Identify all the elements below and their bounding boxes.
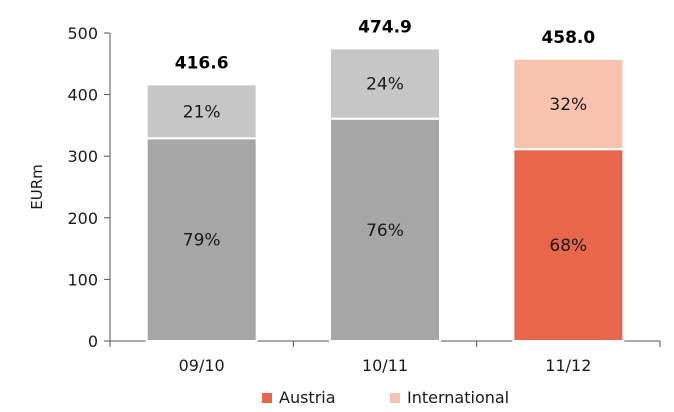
axes-layer: 0 100 200 300 400 500 EURm [28, 24, 661, 351]
segment-label: 76% [366, 221, 404, 241]
y-axis-title: EURm [28, 164, 46, 210]
legend-label-international: International [407, 388, 509, 407]
bar-total-label: 416.6 [175, 53, 229, 73]
bar-segment-international-3 [512, 57, 625, 151]
y-tick-label: 300 [67, 147, 98, 166]
x-tick-label: 09/10 [179, 356, 225, 375]
bar-segment-international-2 [329, 47, 441, 120]
bars-layer [145, 47, 625, 343]
bar-segment-austria-3 [512, 148, 625, 342]
bar-total-label: 458.0 [541, 28, 595, 48]
segment-label: 32% [549, 95, 587, 115]
y-tick-label: 200 [67, 209, 98, 228]
legend: Austria International [262, 388, 509, 407]
labels-layer: 79% 21% 416.6 09/10 76% 24% 474.9 10/11 68% 32% 45… [175, 17, 596, 375]
y-tick-label: 400 [67, 86, 98, 105]
x-tick-label: 11/12 [545, 356, 591, 375]
y-tick-label: 500 [67, 24, 98, 43]
y-tick-label: 100 [67, 270, 98, 289]
bar-segment-austria-2 [329, 117, 441, 343]
x-tick-label: 10/11 [362, 356, 408, 375]
bar-segment-international-1 [145, 83, 258, 140]
segment-label: 79% [183, 231, 221, 251]
segment-label: 21% [183, 102, 221, 122]
legend-label-austria: Austria [279, 388, 336, 407]
legend-swatch-international [390, 393, 400, 403]
segment-label: 68% [549, 236, 587, 256]
bar-total-label: 474.9 [358, 17, 412, 37]
segment-label: 24% [366, 75, 404, 95]
y-tick-label: 0 [88, 332, 98, 351]
legend-swatch-austria [262, 393, 272, 403]
